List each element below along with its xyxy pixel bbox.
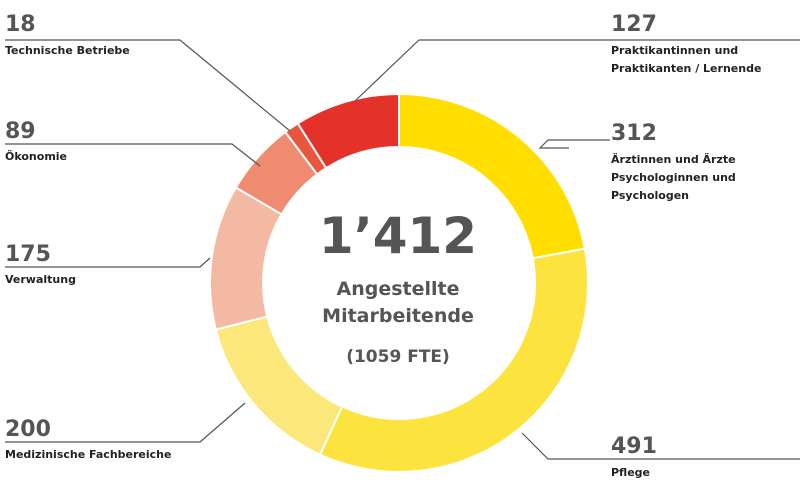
slice-category-label-4-0: Ökonomie: [5, 149, 67, 163]
slice-category-label-6-0: Praktikantinnen und: [611, 44, 738, 57]
slice-2: [214, 315, 344, 456]
slice-category-label-3-0: Verwaltung: [5, 273, 76, 286]
center-fte: (1059 FTE): [346, 347, 450, 367]
slice-category-label-0-1: Psychologinnen und: [611, 171, 736, 184]
slice-value-label-6: 127: [611, 12, 657, 37]
slice-labels: 312 Ärztinnen und Ärzte Psychologinnen und…: [5, 12, 761, 479]
slice-6: [296, 92, 400, 170]
slice-category-label-0-2: Psychologen: [611, 189, 689, 202]
center-label-line2: Mitarbeitende: [322, 305, 474, 327]
slice-category-label-2-0: Medizinische Fachbereiche: [5, 448, 171, 461]
slice-value-label-1: 491: [611, 434, 657, 459]
center-total: 1’412: [319, 207, 477, 265]
slice-value-label-4: 89: [5, 119, 36, 144]
leader-line-2: [5, 402, 246, 443]
leader-line-4: [5, 143, 261, 167]
leader-line-3: [5, 257, 211, 268]
slice-value-label-2: 200: [5, 417, 51, 442]
slice-category-label-1-0: Pflege: [611, 466, 650, 479]
leader-line-0: [538, 139, 610, 149]
leader-lines: [5, 39, 800, 460]
slice-1: [318, 247, 589, 473]
leader-line-5: [5, 39, 291, 132]
center-label-line1: Angestellte: [337, 278, 460, 300]
slice-value-label-5: 18: [5, 12, 36, 37]
slice-value-label-3: 175: [5, 242, 51, 267]
leader-line-1: [521, 432, 800, 460]
slice-value-label-0: 312: [611, 121, 657, 146]
leader-line-6: [354, 39, 800, 102]
slice-category-label-0-0: Ärztinnen und Ärzte: [611, 152, 736, 166]
slice-category-label-6-1: Praktikanten / Lernende: [611, 62, 761, 75]
donut-slices: [209, 92, 589, 473]
slice-category-label-5-0: Technische Betriebe: [5, 44, 130, 57]
